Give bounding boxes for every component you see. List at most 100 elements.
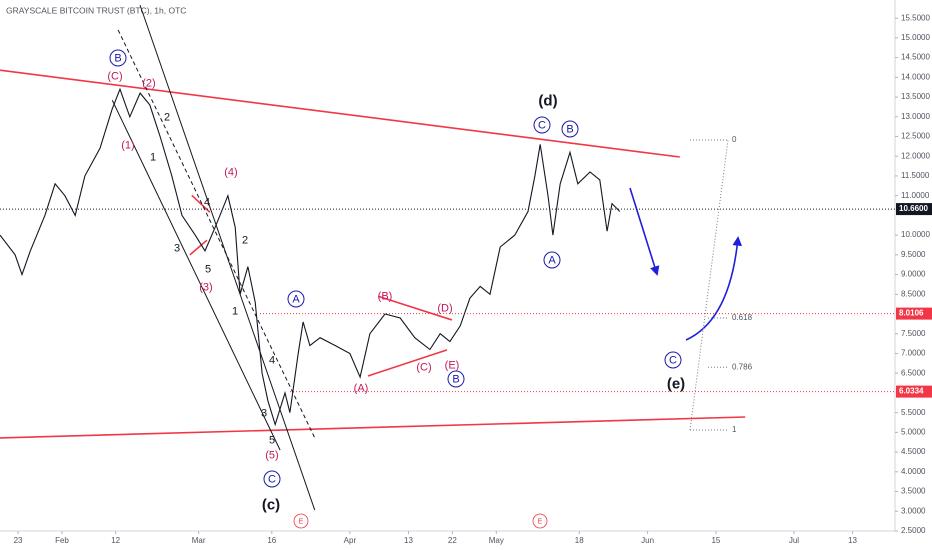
y-tick-label: 4.5000: [901, 447, 926, 456]
x-tick-label: 16: [267, 536, 276, 545]
y-tick-label: 8.5000: [901, 289, 926, 298]
y-tick-label: 3.0000: [901, 506, 926, 515]
price-line: [0, 87, 621, 427]
fib-level-label: 0: [732, 135, 737, 144]
wave-label: (A): [354, 382, 369, 394]
wave-label: 3: [261, 407, 267, 419]
y-tick-label: 12.0000: [901, 151, 930, 160]
price-level-box: [896, 203, 932, 216]
price-level-box: [896, 385, 932, 398]
y-tick-label: 6.5000: [901, 368, 926, 377]
wave-label: E: [538, 518, 543, 525]
x-tick-label: 12: [111, 536, 120, 545]
wave-label: (4): [224, 166, 237, 178]
y-tick-label: 7.5000: [901, 329, 926, 338]
y-tick-label: 14.0000: [901, 72, 930, 81]
wave-label: C: [268, 473, 276, 485]
x-tick-label: 23: [14, 536, 23, 545]
price-level-label: 6.0334: [899, 387, 924, 396]
trend-line: [189, 239, 208, 256]
y-tick-label: 2.5000: [901, 526, 926, 535]
x-tick-label: Jul: [789, 536, 799, 545]
wave-label: (d): [538, 92, 557, 109]
x-tick-label: Mar: [192, 536, 206, 545]
x-tick-label: 22: [448, 536, 457, 545]
y-tick-label: 15.0000: [901, 33, 930, 42]
fib-level-label: 0.618: [732, 313, 753, 322]
trend-line: [191, 194, 211, 213]
y-tick-label: 3.5000: [901, 487, 926, 496]
wave-label: B: [566, 123, 573, 135]
y-tick-label: 4.0000: [901, 467, 926, 476]
wave-label: 4: [269, 354, 275, 366]
fib-level-label: 0.786: [732, 362, 753, 371]
x-tick-label: 13: [404, 536, 413, 545]
price-level-label: 8.0106: [899, 309, 924, 318]
wave-circle: [263, 470, 281, 488]
wave-circle: [293, 513, 309, 529]
y-tick-label: 11.5000: [901, 171, 930, 180]
trend-line: [377, 295, 453, 321]
wave-label: (1): [121, 139, 134, 151]
wave-circle: [109, 49, 127, 67]
wave-circle: [533, 116, 551, 134]
y-tick-label: 15.5000: [901, 13, 930, 22]
y-tick-label: 13.0000: [901, 112, 930, 121]
wave-label: (3): [199, 281, 212, 293]
wave-label: E: [299, 518, 304, 525]
y-tick-label: 13.5000: [901, 92, 930, 101]
trend-line: [367, 349, 448, 377]
fib-level-label: 1: [732, 425, 737, 434]
x-tick-label: 15: [711, 536, 720, 545]
wave-label: A: [548, 254, 556, 266]
y-tick-label: 5.0000: [901, 427, 926, 436]
wave-label: C: [669, 354, 677, 366]
wave-circle: [561, 120, 579, 138]
trend-line: [117, 29, 316, 439]
wave-label: 4: [204, 196, 210, 208]
projection-arrow-down: [629, 187, 660, 276]
wave-label: (e): [667, 375, 685, 392]
wave-label: 2: [164, 111, 170, 123]
y-tick-label: 9.5000: [901, 250, 926, 259]
wave-label: (c): [262, 496, 280, 513]
y-tick-label: 7.0000: [901, 349, 926, 358]
y-tick-label: 14.5000: [901, 53, 930, 62]
wave-label: (5): [265, 449, 278, 461]
y-tick-label: 9.0000: [901, 270, 926, 279]
trend-line: [0, 416, 746, 439]
fib-diagonal: [689, 139, 729, 431]
y-tick-label: 11.0000: [901, 191, 930, 200]
wave-circle: [447, 370, 465, 388]
wave-label: 2: [242, 234, 248, 246]
x-tick-label: Apr: [344, 536, 357, 545]
wave-label: 1: [150, 151, 156, 163]
y-tick-label: 12.5000: [901, 132, 930, 141]
wave-circle: [532, 513, 548, 529]
wave-circle: [543, 251, 561, 269]
price-level-box: [896, 307, 932, 320]
y-tick-label: 10.0000: [901, 230, 930, 239]
wave-label: A: [292, 293, 300, 305]
trend-line: [0, 69, 680, 158]
x-tick-label: Jun: [641, 536, 654, 545]
wave-label: 5: [269, 434, 275, 446]
trend-line: [111, 99, 281, 451]
wave-label: C: [538, 119, 546, 131]
x-tick-label: Feb: [55, 536, 69, 545]
x-tick-label: 13: [848, 536, 857, 545]
wave-label: (D): [437, 302, 452, 314]
x-tick-label: 18: [575, 536, 584, 545]
y-tick-label: 5.5000: [901, 408, 926, 417]
wave-label: B: [114, 52, 121, 64]
wave-label: (B): [378, 290, 393, 302]
wave-circle: [664, 351, 682, 369]
wave-label: 3: [174, 242, 180, 254]
x-tick-label: May: [489, 536, 504, 545]
wave-label: (C): [416, 361, 431, 373]
wave-label: (C): [107, 70, 122, 82]
wave-circle: [287, 290, 305, 308]
wave-label: (E): [445, 359, 460, 371]
